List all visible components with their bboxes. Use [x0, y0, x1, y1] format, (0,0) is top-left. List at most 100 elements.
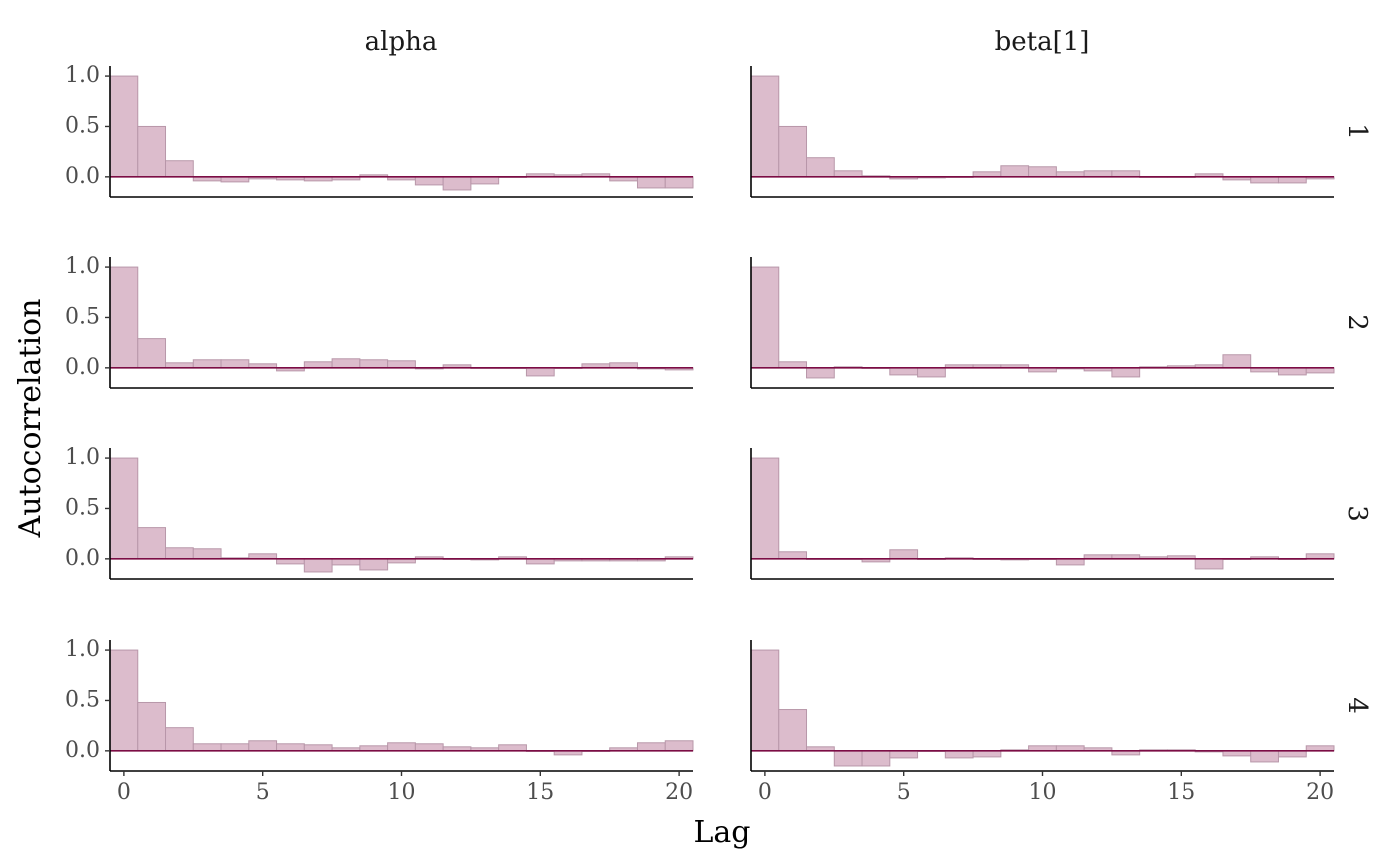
acf-bar-alpha-chain-1-lag-1 [137, 125, 167, 178]
acf-bar-alpha-chain-1-lag-19 [636, 176, 666, 189]
acf-bar-alpha-chain-4-lag-0 [109, 649, 139, 752]
acf-bar-beta-1-chain-4-lag-8 [972, 750, 1002, 758]
acf-bar-beta-1-chain-1-lag-1 [778, 125, 808, 178]
y-axis-title: Autocorrelation [13, 299, 48, 539]
acf-bar-alpha-chain-3-lag-3 [192, 548, 222, 560]
y-tick-label: 0.0 [65, 546, 100, 571]
acf-bar-beta-1-chain-4-lag-0 [750, 649, 780, 752]
acf-bar-alpha-chain-2-lag-7 [303, 361, 333, 369]
x-tick-label: 0 [117, 780, 131, 805]
x-tick-label: 10 [388, 780, 416, 805]
acf-bar-alpha-chain-1-lag-11 [414, 176, 444, 186]
x-tick-label: 15 [526, 780, 554, 805]
panel-alpha-chain-1: 0.0 0.5 1.0 [65, 63, 694, 198]
acf-bar-alpha-chain-4-lag-1 [137, 701, 167, 752]
acf-bar-alpha-chain-3-lag-0 [109, 457, 139, 560]
acf-bar-beta-1-chain-2-lag-19 [1277, 367, 1307, 376]
acf-bar-beta-1-chain-1-lag-12 [1083, 170, 1113, 178]
acf-bar-alpha-chain-1-lag-2 [165, 160, 194, 178]
acf-bar-alpha-chain-3-lag-1 [137, 527, 167, 560]
acf-bar-beta-1-chain-2-lag-0 [750, 266, 780, 369]
panel-alpha-chain-2: 0.0 0.5 1.0 [65, 254, 694, 389]
y-tick-label: 1.0 [65, 637, 100, 662]
x-axis-title: Lag [693, 815, 750, 850]
x-tick-label: 5 [256, 780, 270, 805]
strip-label-alpha: alpha [365, 27, 438, 57]
acf-bar-beta-1-chain-2-lag-1 [778, 361, 808, 369]
acf-bar-alpha-chain-4-lag-5 [248, 740, 278, 752]
panel-beta-1-chain-3 [750, 448, 1335, 580]
y-tick-label: 0.0 [65, 355, 100, 380]
acf-bar-beta-1-chain-2-lag-5 [889, 367, 919, 376]
acf-bar-alpha-chain-3-lag-8 [331, 558, 361, 566]
panel-alpha-chain-3: 0.0 0.5 1.0 [65, 445, 694, 580]
acf-bar-alpha-chain-1-lag-13 [470, 176, 500, 185]
acf-bar-alpha-chain-1-lag-12 [442, 176, 472, 191]
acf-bar-alpha-chain-4-lag-20 [664, 740, 694, 752]
acf-bar-alpha-chain-4-lag-14 [498, 744, 527, 752]
strip-label-chain-3: 3 [1342, 505, 1372, 522]
strip-label-chain-4: 4 [1342, 697, 1372, 714]
acf-bar-alpha-chain-4-lag-10 [387, 742, 416, 752]
acf-bar-beta-1-chain-4-lag-18 [1250, 750, 1279, 763]
acf-bar-alpha-chain-2-lag-9 [359, 359, 389, 369]
acf-bar-beta-1-chain-4-lag-7 [944, 750, 974, 759]
strip-label-chain-1: 1 [1342, 123, 1372, 140]
x-tick-label: 5 [897, 780, 911, 805]
acf-bar-beta-1-chain-1-lag-10 [1028, 166, 1057, 178]
acf-bar-alpha-chain-4-lag-19 [636, 742, 666, 752]
acf-bar-alpha-chain-4-lag-11 [414, 743, 444, 752]
acf-bar-alpha-chain-2-lag-0 [109, 266, 139, 369]
acf-bar-beta-1-chain-1-lag-18 [1250, 176, 1279, 184]
acf-bar-alpha-chain-3-lag-2 [165, 547, 194, 560]
y-tick-label: 1.0 [65, 63, 100, 88]
acf-bar-alpha-chain-4-lag-4 [220, 743, 250, 752]
panels-layer: alpha beta[1] 1 2 3 4 0.0 0.5 1.0 0.0 0.5 1.0 0.0 0.5… [65, 27, 1372, 805]
acf-bar-alpha-chain-1-lag-20 [664, 176, 694, 189]
x-tick-label: 20 [1306, 780, 1334, 805]
y-tick-label: 1.0 [65, 254, 100, 279]
acf-bar-alpha-chain-1-lag-0 [109, 75, 139, 178]
y-tick-label: 0.5 [65, 304, 100, 329]
acf-bar-beta-1-chain-2-lag-2 [806, 367, 835, 379]
acf-bar-beta-1-chain-2-lag-17 [1222, 354, 1252, 369]
acf-bar-alpha-chain-4-lag-6 [276, 743, 305, 752]
acf-bar-beta-1-chain-2-lag-6 [917, 367, 946, 378]
acf-bar-alpha-chain-4-lag-7 [303, 744, 333, 752]
acf-bar-beta-1-chain-3-lag-0 [750, 457, 780, 560]
acf-bar-alpha-chain-2-lag-3 [192, 359, 222, 369]
acf-bar-beta-1-chain-1-lag-0 [750, 75, 780, 178]
y-tick-label: 0.5 [65, 687, 100, 712]
acf-bar-beta-1-chain-3-lag-5 [889, 549, 919, 560]
y-tick-label: 0.5 [65, 113, 100, 138]
x-tick-label: 10 [1029, 780, 1057, 805]
acf-bar-beta-1-chain-4-lag-3 [833, 750, 863, 767]
strip-label-beta-1: beta[1] [995, 27, 1090, 57]
y-tick-label: 0.0 [65, 164, 100, 189]
acf-bar-beta-1-chain-3-lag-11 [1055, 558, 1085, 566]
y-tick-label: 1.0 [65, 445, 100, 470]
acf-bar-alpha-chain-3-lag-9 [359, 558, 389, 571]
acf-bar-alpha-chain-2-lag-8 [331, 358, 361, 369]
acf-bar-beta-1-chain-4-lag-19 [1277, 750, 1307, 758]
acf-bar-beta-1-chain-2-lag-13 [1111, 367, 1141, 378]
x-tick-label: 0 [758, 780, 772, 805]
acf-bar-beta-1-chain-1-lag-3 [833, 170, 863, 178]
acf-bar-alpha-chain-2-lag-10 [387, 360, 416, 369]
acf-bar-beta-1-chain-4-lag-5 [889, 750, 919, 759]
acf-bar-beta-1-chain-4-lag-4 [861, 750, 891, 767]
strip-label-chain-2: 2 [1342, 314, 1372, 331]
y-tick-label: 0.5 [65, 495, 100, 520]
panel-beta-1-chain-1 [750, 66, 1335, 198]
acf-bar-beta-1-chain-3-lag-1 [778, 551, 808, 560]
acf-bar-beta-1-chain-1-lag-9 [1000, 165, 1030, 178]
acf-bar-beta-1-chain-3-lag-16 [1194, 558, 1224, 570]
x-tick-label: 15 [1167, 780, 1195, 805]
acf-bar-beta-1-chain-1-lag-19 [1277, 176, 1307, 184]
acf-bar-alpha-chain-2-lag-1 [137, 338, 167, 369]
x-tick-label: 20 [665, 780, 693, 805]
acf-bar-alpha-chain-4-lag-2 [165, 727, 194, 752]
panel-alpha-chain-4: 0.0 0.5 1.0 0 5 10 15 20 [65, 637, 694, 805]
acf-bar-beta-1-chain-1-lag-13 [1111, 170, 1141, 178]
